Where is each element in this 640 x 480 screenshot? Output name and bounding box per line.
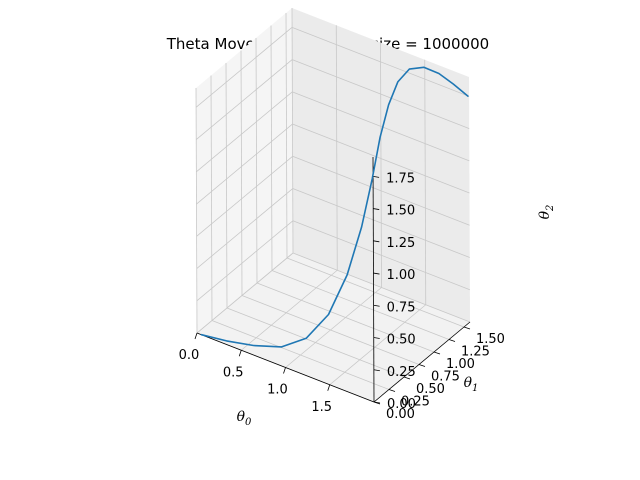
z-tick-label: 0.50 xyxy=(387,333,416,348)
grid-lines xyxy=(195,7,471,403)
gridline-x-floor xyxy=(329,304,427,386)
gridline-z-left xyxy=(196,252,294,334)
gridline-z-left xyxy=(196,220,294,302)
gridline-y-left xyxy=(210,75,213,321)
tick-labels: 0.00.51.01.5 0.000.250.500.751.001.251.50… xyxy=(179,171,505,422)
gridline-x-back xyxy=(291,7,294,254)
x-tick-label: 1.0 xyxy=(267,383,288,398)
z-tick xyxy=(373,304,380,307)
gridline-z-back xyxy=(292,155,470,226)
x-axis-label-sub: 0 xyxy=(245,417,252,428)
gridline-y-floor xyxy=(286,257,465,328)
y-tick xyxy=(388,389,396,392)
x-tick-label: 0.5 xyxy=(223,365,244,380)
x-tick xyxy=(194,332,198,340)
x-tick xyxy=(238,350,242,357)
y-axis-line xyxy=(373,321,471,403)
z-tick-label: 0.00 xyxy=(387,397,416,412)
y-tick-label: 1.25 xyxy=(461,345,490,360)
gridline-z-back xyxy=(292,59,470,129)
z-tick xyxy=(373,401,381,404)
z-axis-label: θ2 xyxy=(537,205,556,220)
z-tick-label: 1.25 xyxy=(386,236,415,251)
x-tick xyxy=(283,367,286,374)
y-axis-label: θ1 xyxy=(464,375,479,394)
y-tick-label: 1.50 xyxy=(476,332,505,347)
gridline-z-left xyxy=(196,123,293,205)
gridline-y-left xyxy=(195,87,198,334)
y-tick-label: 1.00 xyxy=(446,357,475,372)
gridline-x-back xyxy=(424,59,427,305)
z-tick-label: 0.75 xyxy=(387,300,416,315)
y-axis-label-base: θ xyxy=(464,375,473,391)
gridline-y-floor xyxy=(271,270,450,340)
z-tick xyxy=(373,272,380,275)
gridline-z-back xyxy=(292,188,470,258)
gridline-z-back xyxy=(292,220,471,291)
gridline-y-floor xyxy=(211,320,390,390)
gridline-y-left xyxy=(255,37,258,284)
y-tick xyxy=(403,376,411,380)
gridline-x-back xyxy=(335,25,338,271)
gridline-z-back xyxy=(291,26,470,97)
z-tick-label: 1.50 xyxy=(386,204,415,219)
gridline-z-left xyxy=(195,27,293,108)
x-tick xyxy=(327,384,331,391)
z-tick xyxy=(373,240,380,243)
y-axis-label-sub: 1 xyxy=(472,383,478,394)
gridline-z-left xyxy=(196,188,293,269)
z-axis-label-base: θ xyxy=(537,210,553,219)
gridline-x-floor xyxy=(240,269,338,351)
series-line xyxy=(200,66,469,348)
y-tick xyxy=(448,339,456,342)
series-group xyxy=(200,66,469,348)
z-tick xyxy=(373,175,380,178)
gridline-z-left xyxy=(196,91,293,173)
gridline-z-back xyxy=(292,123,470,194)
z-tick-label: 0.25 xyxy=(387,365,416,380)
y-tick-label: 0.00 xyxy=(386,407,415,422)
x-axis-label: θ0 xyxy=(237,409,252,428)
y-tick-label: 0.50 xyxy=(416,382,445,397)
gridline-x-back xyxy=(380,42,382,288)
tick-marks xyxy=(194,175,471,405)
y-tick xyxy=(418,364,426,367)
gridline-z-back xyxy=(292,252,471,323)
gridline-y-floor xyxy=(241,295,420,365)
gridline-z-left xyxy=(195,59,293,140)
left-pane xyxy=(196,8,293,333)
gridline-y-left xyxy=(225,62,228,309)
y-tick-label: 0.25 xyxy=(401,395,430,410)
z-axis-line xyxy=(372,156,375,403)
gridline-y-left xyxy=(285,12,288,259)
gridline-z-back xyxy=(292,91,470,162)
z-tick xyxy=(373,337,380,339)
gridline-y-floor xyxy=(256,282,435,353)
z-tick xyxy=(373,208,380,210)
y-tick xyxy=(463,326,471,330)
gridline-x-floor xyxy=(285,287,382,368)
y-tick-label: 0.75 xyxy=(431,370,460,385)
gridline-y-left xyxy=(270,25,273,271)
x-tick-label: 0.0 xyxy=(179,348,200,363)
gridline-y-left xyxy=(240,50,243,296)
x-axis-label-base: θ xyxy=(237,409,246,425)
z-tick-label: 1.00 xyxy=(386,268,415,283)
z-tick-label: 1.75 xyxy=(386,171,415,186)
y-tick xyxy=(433,351,441,355)
gridline-z-left xyxy=(196,155,293,237)
z-axis-label-sub: 2 xyxy=(545,205,556,212)
gridline-y-floor xyxy=(226,307,405,378)
z-tick xyxy=(373,369,380,372)
x-tick-label: 1.5 xyxy=(311,400,332,415)
